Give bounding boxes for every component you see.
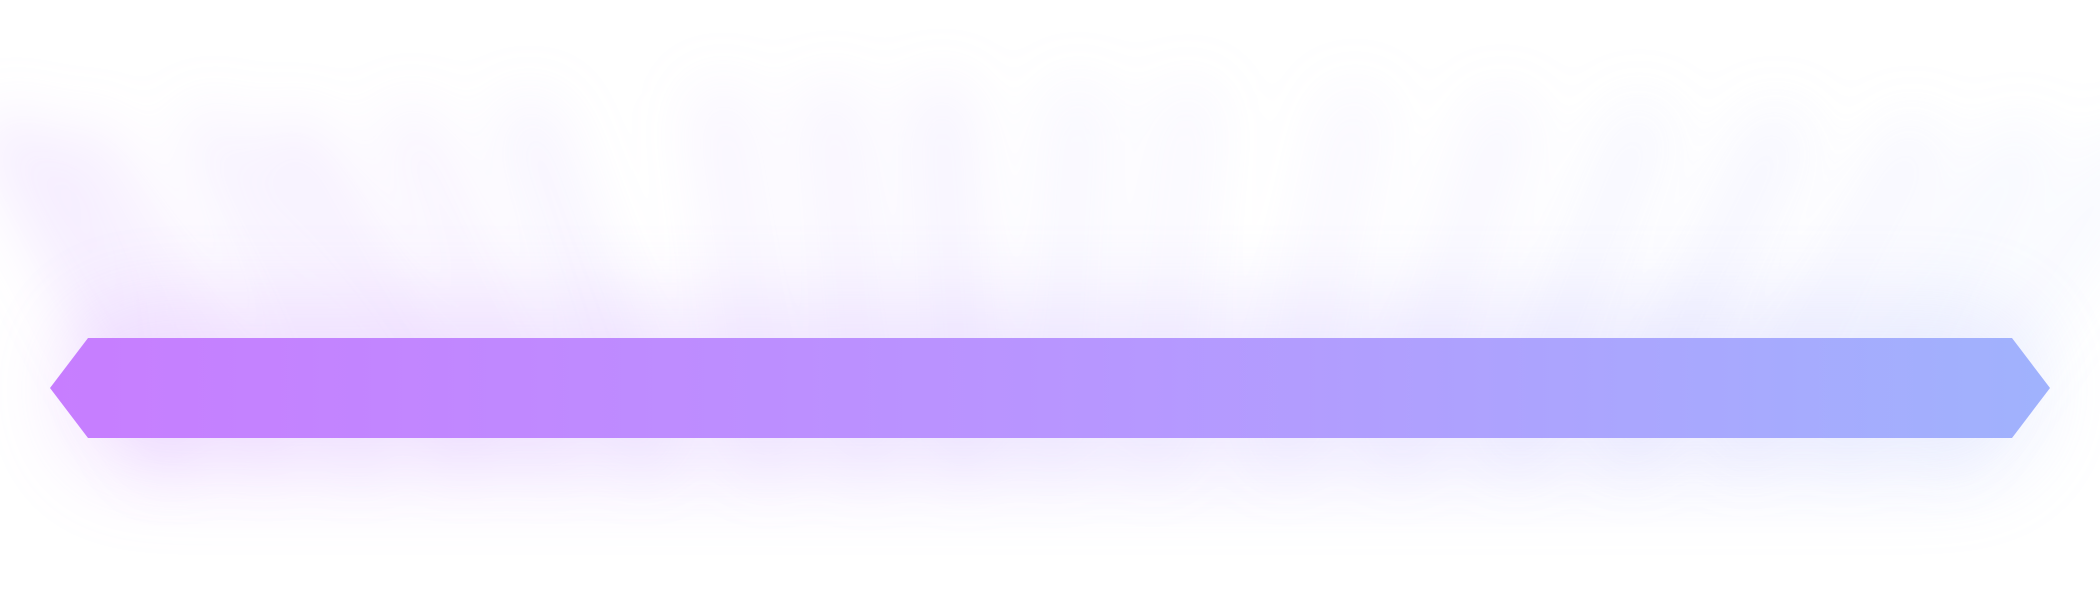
gradient-banner-bar — [50, 338, 2050, 438]
